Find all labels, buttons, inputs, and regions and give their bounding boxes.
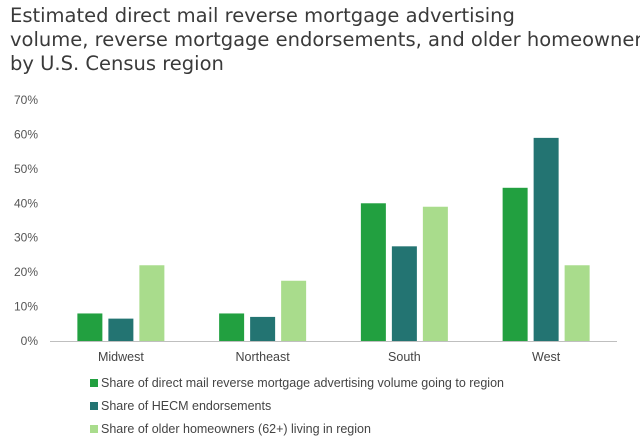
bar-west-series-2 [533, 137, 559, 341]
legend-item-hecm: Share of HECM endorsements [90, 394, 504, 417]
bar-chart: 0% 10% 20% 30% 40% 50% 60% 70% Midwest Northeast S… [14, 93, 617, 364]
bar-midwest-series-2 [108, 318, 134, 341]
y-tick-label: 40% [14, 196, 38, 210]
y-tick-label: 10% [14, 300, 38, 314]
y-tick-label: 70% [14, 93, 38, 107]
legend-swatch-homeowners [90, 424, 98, 433]
bar-south-series-2 [391, 246, 417, 341]
bar-south-series-3 [422, 206, 448, 341]
chart-title-line-3: by U.S. Census region [10, 52, 224, 75]
legend-swatch-hecm [90, 401, 98, 410]
bar-northeast-series-3 [281, 280, 307, 341]
bar-northeast-series-2 [250, 316, 276, 341]
bar-west-series-3 [564, 265, 590, 341]
y-tick-label: 50% [14, 162, 38, 176]
y-tick-label: 0% [21, 334, 39, 348]
x-category-label: Northeast [236, 350, 291, 364]
x-category-label: South [388, 350, 421, 364]
y-tick-label: 30% [14, 231, 38, 245]
legend-item-advertising: Share of direct mail reverse mortgage ad… [90, 371, 504, 394]
bar-midwest-series-3 [139, 265, 165, 341]
y-tick-label: 20% [14, 265, 38, 279]
y-tick-label: 60% [14, 127, 38, 141]
chart-title: Estimated direct mail reverse mortgage a… [10, 4, 640, 76]
chart-legend: Share of direct mail reverse mortgage ad… [90, 371, 504, 440]
bar-south-series-1 [360, 203, 386, 341]
legend-label-advertising: Share of direct mail reverse mortgage ad… [101, 375, 504, 390]
legend-item-homeowners: Share of older homeowners (62+) living i… [90, 417, 504, 440]
legend-label-hecm: Share of HECM endorsements [101, 398, 272, 413]
bar-northeast-series-1 [219, 313, 245, 341]
x-category-label: West [532, 350, 561, 364]
x-category-label: Midwest [98, 350, 144, 364]
chart-title-line-1: Estimated direct mail reverse mortgage a… [10, 4, 515, 27]
legend-swatch-advertising [90, 378, 98, 387]
legend-label-homeowners: Share of older homeowners (62+) living i… [101, 421, 371, 436]
chart-title-line-2: volume, reverse mortgage endorsements, a… [10, 28, 640, 51]
bar-west-series-1 [502, 187, 528, 341]
bar-midwest-series-1 [77, 313, 103, 341]
